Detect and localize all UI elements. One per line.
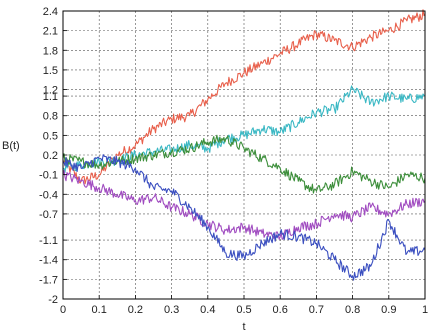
x-tick-label: 0.3 (164, 304, 179, 316)
y-tick-label: -1.4 (39, 255, 58, 267)
x-tick-label: 0.2 (128, 304, 143, 316)
y-tick-label: -0.1 (39, 170, 58, 182)
x-tick-label: 0.4 (200, 304, 215, 316)
series-group (62, 9, 426, 281)
x-tick-label: 0.6 (273, 304, 288, 316)
y-tick-label: 0.8 (43, 111, 58, 123)
series-line-5 (62, 154, 426, 281)
y-tick-label: -0.4 (39, 189, 58, 201)
y-tick-label: 0.5 (43, 130, 58, 142)
series-line-4 (62, 169, 426, 242)
x-tick-label: 0.5 (236, 304, 251, 316)
y-tick-label: -1.1 (39, 235, 58, 247)
y-tick-label: 1.2 (43, 85, 58, 97)
y-tick-label: 2.4 (43, 6, 58, 18)
x-tick-label: 0.9 (381, 304, 396, 316)
x-axis: 0 0.1 0.2 0.3 0.4 0.5 0.6 0.7 0.8 0.9 1 (60, 295, 428, 316)
y-tick-label: 2.1 (43, 26, 58, 38)
y-tick-label: 1.1 (43, 91, 58, 103)
x-axis-label: t (242, 321, 245, 333)
series-line-3 (62, 134, 426, 194)
y-axis: 2.4 2.1 1.8 1.5 1.21.1 0.8 0.5 0.2 -0.1 -0.4 -0.7 -… (39, 6, 67, 306)
y-tick-label: -1.7 (39, 274, 58, 286)
series-line-1 (62, 9, 426, 185)
y-axis-label: B(t) (2, 140, 20, 152)
x-tick-label: 0.1 (92, 304, 107, 316)
y-tick-label: -0.7 (39, 209, 58, 221)
x-tick-label: 0.8 (345, 304, 360, 316)
x-tick-label: 1 (422, 304, 428, 316)
x-tick-label: 0.7 (309, 304, 324, 316)
y-tick-label: 0.2 (43, 150, 58, 162)
x-tick-label: 0 (60, 304, 66, 316)
y-tick-label: 1.5 (43, 65, 58, 77)
series-line-2 (62, 85, 426, 173)
y-tick-label: 1.8 (43, 45, 58, 57)
y-tick-label: -2 (48, 294, 58, 306)
